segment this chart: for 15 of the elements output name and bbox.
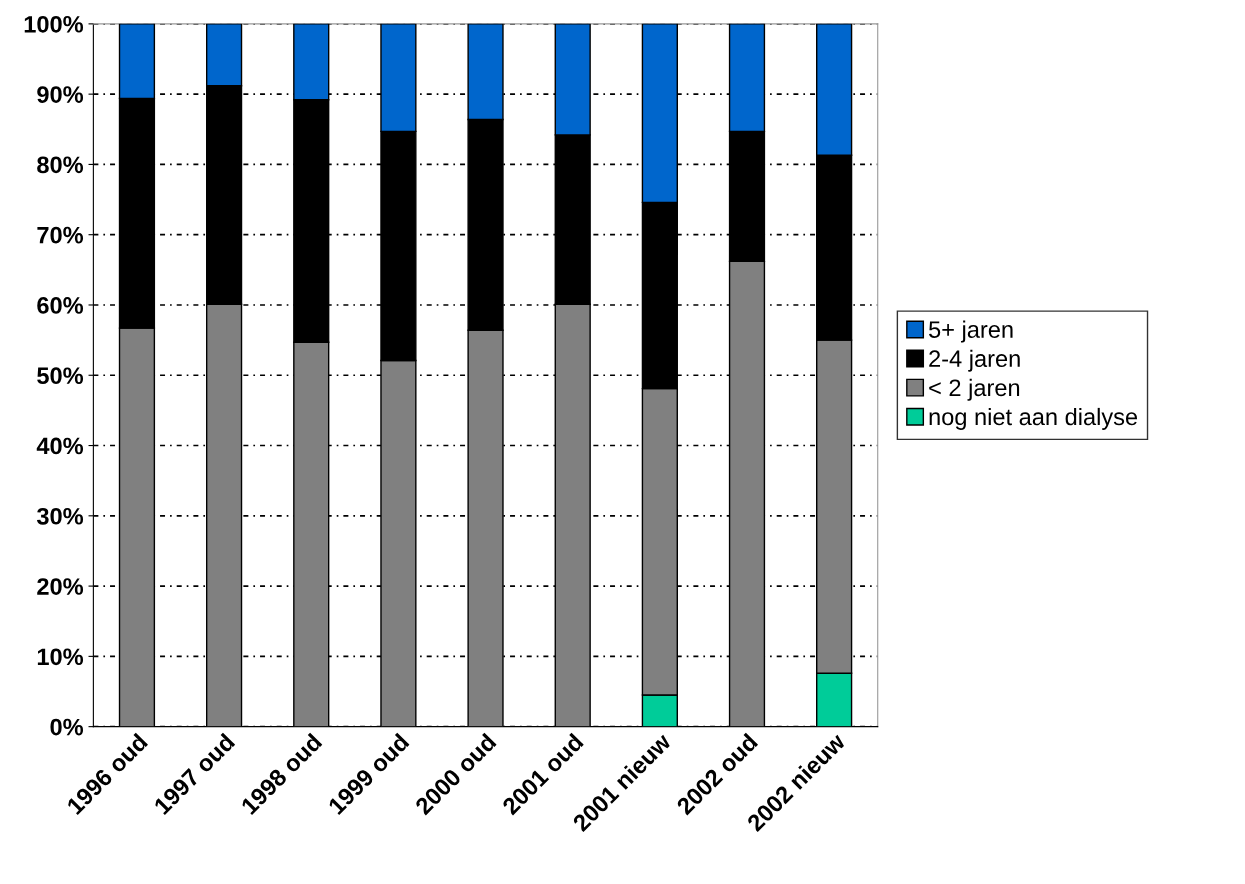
y-tick-label: 40% [36,437,84,455]
legend-label: < 2 jaren [929,378,1020,401]
y-tick-label: 70% [37,226,84,244]
legend-label: 2-4 jaren [929,349,1020,372]
y-tick-label: 30% [36,507,84,525]
y-tick-label: 80% [37,156,84,174]
y-tick-label: 60% [37,297,84,314]
y-tick-label: 50% [37,367,84,385]
legend-label: 5+ jaren [929,320,1013,343]
y-tick-label: 90% [37,86,84,103]
y-tick-label: 20% [37,578,84,595]
y-tick-label: 100% [24,15,84,33]
y-tick-label: 10% [37,648,84,666]
legend-label: nog niet aan dialyse [929,407,1138,430]
y-tick-label: 0% [50,718,84,736]
